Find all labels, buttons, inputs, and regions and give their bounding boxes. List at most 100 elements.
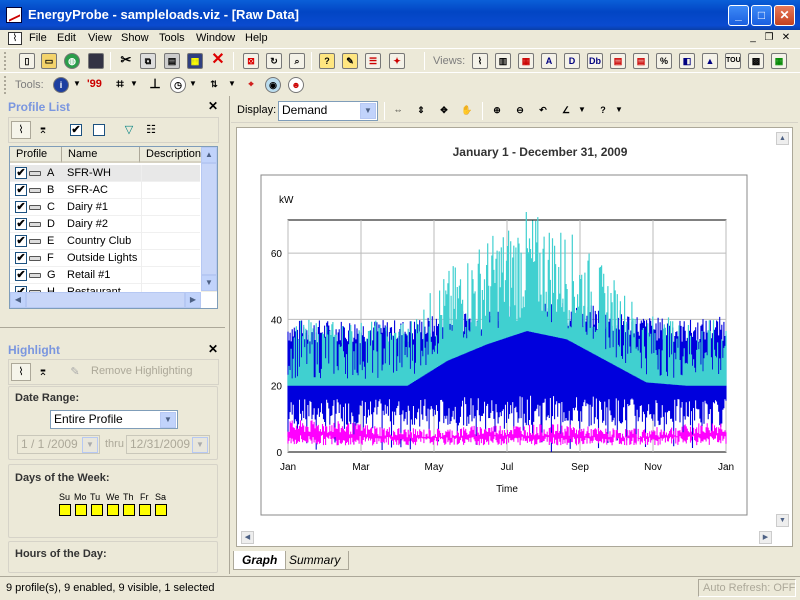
pan-vertical-icon[interactable]: ⇕ (417, 105, 425, 115)
cut-icon[interactable]: ✂ (120, 53, 132, 67)
demand-chart[interactable]: January 1 - December 31, 2009 kW Time Ja… (237, 128, 792, 546)
view-sheet-icon[interactable]: ▦ (771, 53, 787, 69)
view-line-icon[interactable]: ⌇ (472, 53, 488, 69)
crop-dropdown-icon[interactable]: ▼ (130, 79, 138, 88)
graph-scroll-up-icon[interactable]: ▲ (776, 132, 789, 145)
day-toggle-fr[interactable] (139, 504, 151, 516)
graph-scroll-down-icon[interactable]: ▼ (776, 514, 789, 527)
minimize-button[interactable]: _ (728, 5, 749, 26)
hand-icon[interactable]: ✋ (461, 105, 473, 115)
view-percent-icon[interactable]: % (656, 53, 672, 69)
day-toggle-mo[interactable] (75, 504, 87, 516)
copy-icon[interactable]: ⧉ (140, 53, 156, 69)
day-toggle-we[interactable] (107, 504, 119, 516)
highlight-trend-icon[interactable]: ⌆ (38, 366, 48, 378)
highlight-line-icon[interactable]: ⌇ (11, 363, 31, 381)
row-checkbox[interactable]: ✔ (15, 167, 27, 179)
trend-view-icon[interactable]: ⌆ (38, 124, 48, 136)
table-row[interactable]: ✔ G Retail #1 (10, 267, 200, 284)
app-icon[interactable] (6, 7, 22, 23)
filter-list-icon[interactable]: ☷ (146, 124, 156, 136)
search-globe-icon[interactable]: ◉ (265, 77, 281, 93)
hscroll-thumb[interactable] (26, 292, 185, 308)
remove-highlighting-button[interactable]: Remove Highlighting (91, 365, 193, 377)
uncheck-all-icon[interactable] (93, 124, 105, 136)
day-toggle-su[interactable] (59, 504, 71, 516)
zoom-out-icon[interactable]: ⊖ (516, 105, 524, 115)
column-profile[interactable]: Profile (10, 147, 62, 163)
day-toggle-sa[interactable] (155, 504, 167, 516)
save-icon[interactable] (88, 53, 104, 69)
table-row[interactable]: ✔ A SFR-WH (10, 165, 200, 182)
day-toggle-tu[interactable] (91, 504, 103, 516)
ninety-nine-icon[interactable]: '99 (87, 78, 102, 90)
sort-icon[interactable]: ⇅ (210, 79, 218, 89)
to-date-field[interactable]: 12/31/2009 ▼ (126, 435, 210, 454)
highlight-close-icon[interactable]: ✕ (207, 342, 219, 356)
row-checkbox[interactable]: ✔ (15, 235, 27, 247)
pan-all-icon[interactable]: ✥ (440, 105, 448, 115)
row-checkbox[interactable]: ✔ (15, 252, 27, 264)
help-dropdown-icon[interactable]: ▼ (615, 105, 623, 114)
help-icon[interactable]: ? (600, 105, 606, 115)
chart-tool-icon[interactable]: ⌖ (248, 79, 254, 89)
menu-edit[interactable]: Edit (57, 32, 76, 44)
mdi-minimize-icon[interactable]: _ (750, 32, 756, 43)
graph-scroll-left-icon[interactable]: ◀ (241, 531, 254, 544)
align-icon[interactable]: ⊥ (149, 77, 161, 91)
scroll-up-icon[interactable]: ▲ (201, 147, 217, 163)
close-button[interactable]: ✕ (774, 5, 795, 26)
sort-dropdown-icon[interactable]: ▼ (228, 79, 236, 88)
zoom-in-icon[interactable]: ⊕ (493, 105, 501, 115)
tab-summary[interactable]: Summary (281, 551, 350, 570)
profile-list-close-icon[interactable]: ✕ (207, 99, 219, 113)
check-all-icon[interactable]: ✔ (70, 124, 82, 136)
menu-tools[interactable]: Tools (159, 32, 185, 44)
profile-list-vscroll[interactable]: ▲ ▼ (201, 147, 217, 292)
menu-file[interactable]: File (29, 32, 47, 44)
edit-icon[interactable]: ✎ (342, 53, 358, 69)
mdi-restore-icon[interactable]: ❐ (764, 32, 774, 43)
table-row[interactable]: ✔ E Country Club (10, 233, 200, 250)
axis-dropdown-icon[interactable]: ▼ (578, 105, 586, 114)
view-d-icon[interactable]: D (564, 53, 580, 69)
line-view-icon[interactable]: ⌇ (11, 121, 31, 139)
scroll-down-icon[interactable]: ▼ (201, 275, 217, 291)
view-a-icon[interactable]: A (541, 53, 557, 69)
chevron-down-icon[interactable]: ▼ (160, 412, 176, 428)
date-range-select[interactable]: Entire Profile ▼ (50, 410, 178, 429)
tab-graph[interactable]: Graph (233, 551, 287, 570)
maximize-button[interactable]: □ (751, 5, 772, 26)
delete-icon[interactable]: ✕ (211, 53, 225, 68)
filter-icon[interactable]: ▽ (124, 124, 134, 136)
disable-icon[interactable]: ⊠ (243, 53, 259, 69)
display-dropdown-icon[interactable]: ▼ (360, 103, 376, 119)
menu-help[interactable]: Help (245, 32, 268, 44)
crop-icon[interactable]: ⌗ (116, 77, 124, 91)
view-bars-icon[interactable]: ▥ (495, 53, 511, 69)
new-icon[interactable]: ▯ (19, 53, 35, 69)
tool-icon[interactable]: ✦ (389, 53, 405, 69)
scroll-thumb[interactable] (201, 163, 217, 275)
pan-horizontal-icon[interactable]: ⇔ (393, 105, 403, 115)
view-tou-icon[interactable]: TOU (725, 53, 741, 69)
row-checkbox[interactable]: ✔ (15, 269, 27, 281)
form-icon[interactable]: ☰ (365, 53, 381, 69)
day-toggle-th[interactable] (123, 504, 135, 516)
profile-list-hscroll[interactable]: ◀ ▶ (10, 292, 201, 308)
dropdown-arrow-icon[interactable]: ▼ (73, 79, 81, 88)
find-icon[interactable]: ⌕ (289, 53, 305, 69)
to-date-dropdown-icon[interactable]: ▼ (192, 437, 208, 453)
scroll-right-icon[interactable]: ▶ (185, 292, 201, 308)
info-icon[interactable]: i (53, 77, 69, 93)
view-peak-icon[interactable]: ▲ (702, 53, 718, 69)
view-db-icon[interactable]: Db (587, 53, 603, 69)
row-checkbox[interactable]: ✔ (15, 201, 27, 213)
menu-show[interactable]: Show (121, 32, 149, 44)
clock-icon[interactable]: ◷ (170, 77, 186, 93)
row-checkbox[interactable]: ✔ (15, 218, 27, 230)
clock-dropdown-icon[interactable]: ▼ (189, 79, 197, 88)
table-row[interactable]: ✔ F Outside Lights (10, 250, 200, 267)
paste-icon[interactable]: ▤ (164, 53, 180, 69)
view-grid-icon[interactable]: ▤ (610, 53, 626, 69)
